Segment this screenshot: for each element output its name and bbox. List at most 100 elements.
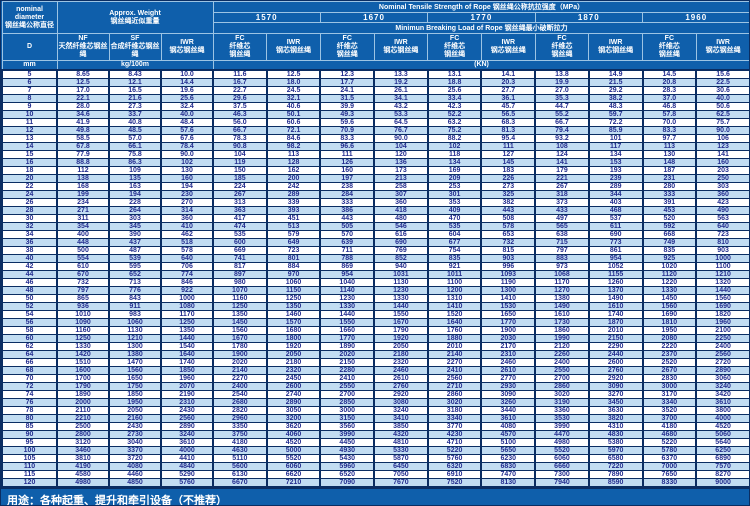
table-cell: 29.6 — [212, 93, 268, 103]
table-cell: 194 — [108, 189, 162, 199]
table-cell: 58 — [1, 325, 58, 335]
table-row: 56 1090 1060 1250 1450 1570 1550 1670 1640 1770 17… — [1, 317, 749, 327]
table-cell: 24 — [1, 189, 58, 199]
table-cell: 1870 — [587, 317, 644, 327]
col-iwr-1670: IWR 钢芯钢丝绳 — [373, 33, 429, 61]
table-cell: 592 — [641, 221, 698, 231]
table-cell: 100 — [1, 445, 58, 455]
table-cell: 4810 — [373, 437, 429, 447]
table-cell: 1610 — [587, 301, 644, 311]
col-iwr-1960: IWR 钢芯钢丝绳 — [695, 33, 749, 61]
table-cell: 970 — [265, 269, 322, 279]
table-cell: 13.1 — [426, 69, 483, 79]
table-cell: 4230 — [426, 429, 483, 439]
table-cell: 2010 — [426, 341, 483, 351]
table-body: 5 8.65 8.43 10.0 11.6 12.5 12.3 13.3 13.1 14.1 13.… — [1, 69, 749, 487]
table-cell: 3420 — [695, 389, 749, 399]
table-cell: 5520 — [534, 445, 590, 455]
grade-1670: 1670 — [319, 12, 429, 23]
table-cell: 57.0 — [108, 133, 162, 143]
table-cell: 49.3 — [319, 109, 376, 119]
table-cell: 50.1 — [265, 109, 322, 119]
table-cell: 1550 — [319, 317, 376, 327]
table-cell: 14 — [1, 141, 58, 151]
table-cell: 43.2 — [373, 101, 429, 111]
table-cell: 110 — [1, 461, 58, 471]
table-cell: 810 — [695, 237, 749, 247]
table-cell: 67.8 — [56, 141, 110, 151]
table-cell: 776 — [108, 285, 162, 295]
table-cell: 1190 — [480, 277, 537, 287]
table-cell: 66.1 — [108, 141, 162, 151]
table-row: 48 797 776 922 1070 1150 1140 1230 1200 1300 1270 1… — [1, 285, 749, 295]
table-cell: 130 — [160, 165, 214, 175]
table-cell: 48 — [1, 285, 58, 295]
col-nf-en: NF — [78, 35, 88, 42]
table-cell: 2220 — [641, 341, 698, 351]
table-cell: 3340 — [641, 397, 698, 407]
table-cell: 936 — [56, 301, 110, 311]
table-cell: 81.3 — [480, 125, 537, 135]
table-cell: 520 — [641, 213, 698, 223]
table-cell: 15.6 — [695, 69, 749, 79]
table-row: 22 168 163 194 224 242 238 258 253 273 267 289 280 30… — [1, 181, 749, 191]
table-cell: 4080 — [480, 421, 537, 431]
table-cell: 2430 — [160, 405, 214, 415]
table-cell: 307 — [373, 189, 429, 199]
table-cell: 1850 — [160, 365, 214, 375]
table-cell: 4980 — [56, 477, 110, 487]
table-cell: 267 — [534, 181, 590, 191]
table-cell: 1450 — [212, 317, 268, 327]
table-cell: 2700 — [319, 389, 376, 399]
table-cell: 2010 — [587, 325, 644, 335]
table-cell: 239 — [587, 173, 644, 183]
table-cell: 869 — [319, 261, 376, 271]
table-row: 28 271 264 314 363 393 386 418 409 443 433 468 453 49… — [1, 205, 749, 215]
table-row: 18 112 109 130 150 162 160 173 169 183 179 193 187 20… — [1, 165, 749, 175]
table-cell: 653 — [480, 229, 537, 239]
table-cell: 2180 — [373, 349, 429, 359]
table-cell: 1790 — [56, 381, 110, 391]
table-cell: 138 — [56, 173, 110, 183]
table-cell: 46 — [1, 277, 58, 287]
table-cell: 2540 — [212, 389, 268, 399]
table-cell: 6060 — [534, 453, 590, 463]
table-cell: 4310 — [587, 421, 644, 431]
table-cell: 1100 — [695, 261, 749, 271]
table-cell: 311 — [56, 213, 110, 223]
table-cell: 160 — [160, 173, 214, 183]
table-cell: 179 — [534, 165, 590, 175]
table-cell: 105 — [1, 453, 58, 463]
table-cell: 6130 — [212, 469, 268, 479]
table-cell: 3240 — [160, 429, 214, 439]
table-cell: 2700 — [534, 373, 590, 383]
table-row: 78 2110 2050 2430 2820 3050 3000 3240 3180 3440 33… — [1, 405, 749, 415]
table-cell: 1070 — [212, 285, 268, 295]
table-cell: 57.8 — [641, 109, 698, 119]
table-cell: 6890 — [695, 453, 749, 463]
table-row: 36 448 437 518 600 649 639 690 677 732 715 773 749 81… — [1, 237, 749, 247]
table-cell: 213 — [373, 173, 429, 183]
table-cell: 1670 — [212, 333, 268, 343]
table-cell: 7 — [1, 85, 58, 95]
table-cell: 2500 — [56, 421, 110, 431]
table-cell: 1250 — [56, 333, 110, 343]
table-cell: 2210 — [56, 413, 110, 423]
table-cell: 1670 — [373, 317, 429, 327]
table-cell: 101 — [587, 133, 644, 143]
table-cell: 3810 — [56, 453, 110, 463]
table-cell: 118 — [426, 149, 483, 159]
table-cell: 1490 — [587, 293, 644, 303]
table-cell: 113 — [641, 141, 698, 151]
table-cell: 2830 — [641, 373, 698, 383]
table-cell: 535 — [426, 221, 483, 231]
table-cell: 230 — [160, 189, 214, 199]
table-cell: 242 — [265, 181, 322, 191]
col-iwr-en: IWR — [180, 39, 194, 46]
table-cell: 38 — [1, 245, 58, 255]
table-cell: 7210 — [265, 477, 322, 487]
table-cell: 62 — [1, 341, 58, 351]
table-cell: 3850 — [373, 421, 429, 431]
table-cell: 2170 — [480, 341, 537, 351]
